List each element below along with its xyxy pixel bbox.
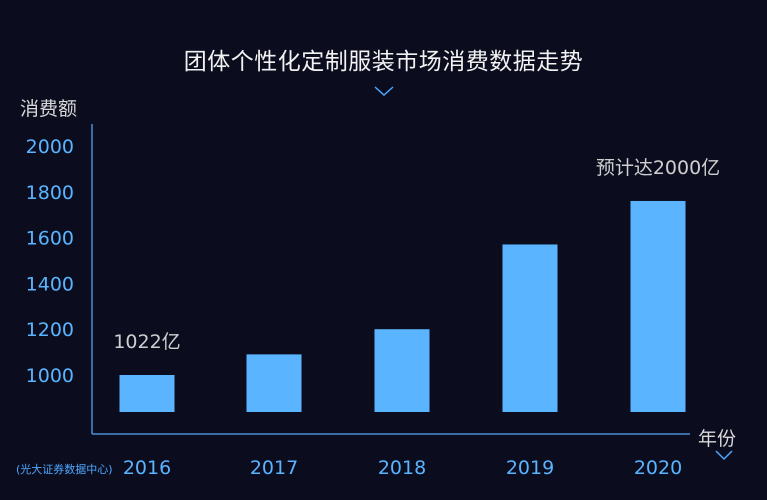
source-note: (光大证券数据中心) bbox=[16, 463, 113, 476]
y-tick-label: 1600 bbox=[26, 228, 74, 250]
y-tick-label: 1200 bbox=[26, 319, 74, 341]
title-chevron-icon bbox=[374, 86, 394, 97]
y-tick-label: 1800 bbox=[26, 182, 74, 204]
x-tick-label: 2019 bbox=[506, 457, 554, 479]
y-axis-label: 消费额 bbox=[20, 98, 78, 120]
y-tick-label: 1000 bbox=[26, 365, 74, 387]
x-tick-label: 2016 bbox=[123, 457, 171, 479]
axis-chevron-icon bbox=[715, 450, 733, 461]
x-tick-label: 2017 bbox=[250, 457, 298, 479]
bar-2020 bbox=[630, 200, 686, 412]
x-tick-label: 2018 bbox=[378, 457, 426, 479]
data-annotation: 1022亿 bbox=[113, 331, 180, 353]
bar-2019 bbox=[502, 244, 558, 412]
bar-2017 bbox=[246, 354, 302, 412]
x-tick-label: 2020 bbox=[634, 457, 682, 479]
y-tick-label: 1400 bbox=[26, 273, 74, 295]
data-annotation: 预计达2000亿 bbox=[596, 157, 720, 179]
y-tick-label: 2000 bbox=[26, 136, 74, 158]
bar-2016 bbox=[119, 375, 175, 412]
x-axis-label: 年份 bbox=[698, 428, 737, 450]
bar-2018 bbox=[374, 329, 430, 412]
chart-title: 团体个性化定制服装市场消费数据走势 bbox=[183, 49, 584, 75]
